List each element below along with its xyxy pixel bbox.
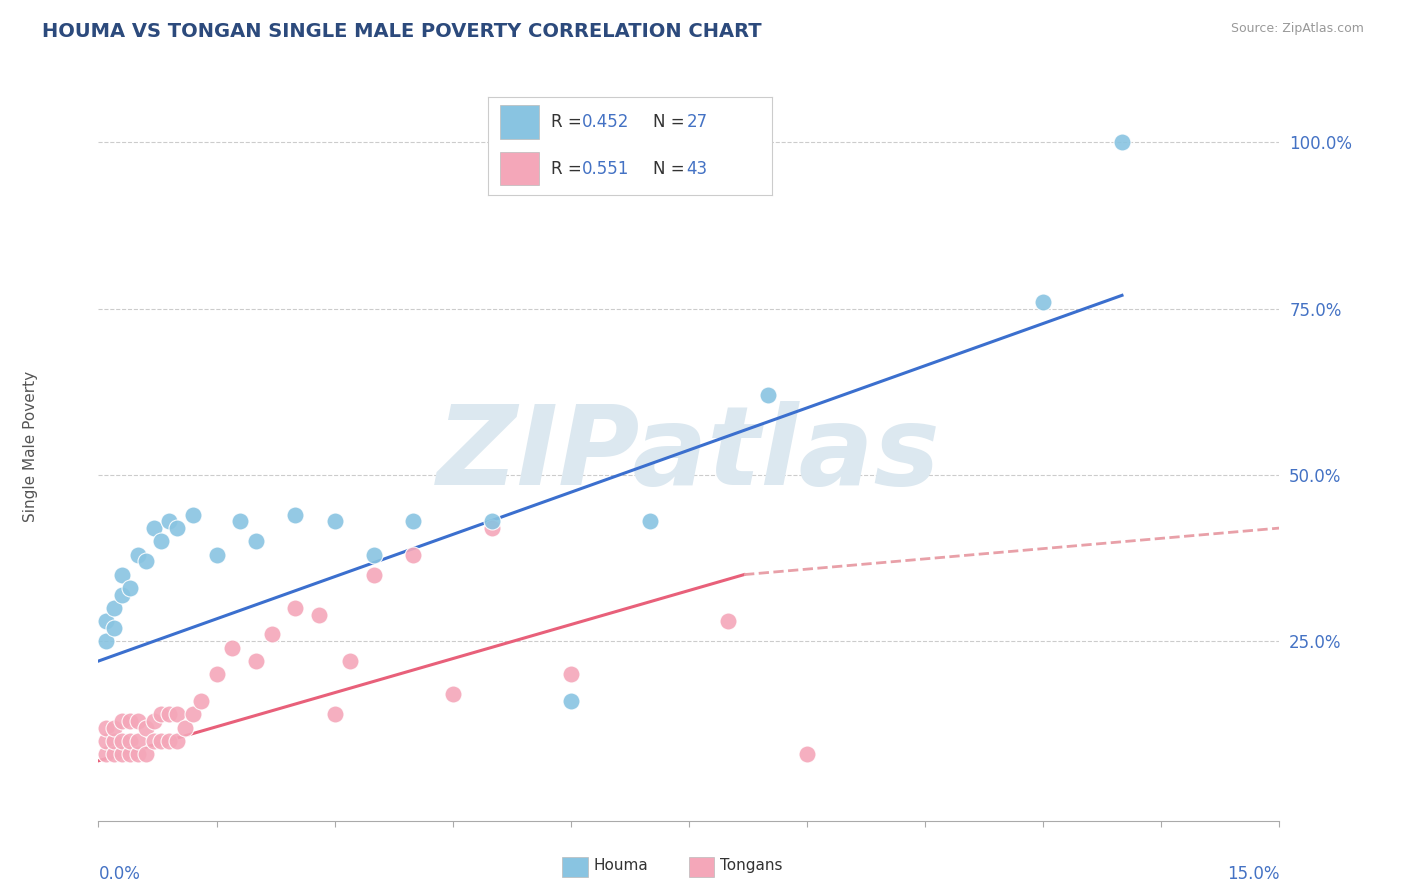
Point (1111, 136, 1133, 150)
Point (96, 614, 118, 628)
Point (135, 747, 157, 761)
Point (560, 667, 582, 681)
Point (127, 714, 149, 728)
Point (103, 747, 125, 761)
Point (135, 721, 157, 735)
Point (323, 515, 346, 529)
Text: Source: ZipAtlas.com: Source: ZipAtlas.com (1230, 22, 1364, 36)
Point (441, 687, 464, 701)
Point (481, 521, 503, 535)
Point (166, 734, 188, 748)
Text: ZIPatlas: ZIPatlas (437, 401, 941, 508)
Point (111, 734, 134, 748)
Point (402, 515, 425, 529)
Point (127, 548, 149, 562)
Point (96, 734, 118, 748)
Text: 0.0%: 0.0% (98, 864, 141, 882)
Point (157, 734, 180, 748)
Point (166, 707, 188, 722)
Point (127, 747, 149, 761)
Text: 15.0%: 15.0% (1227, 864, 1279, 882)
Point (127, 734, 149, 748)
Point (717, 614, 740, 628)
Point (157, 707, 180, 722)
Point (103, 600, 125, 615)
Text: Single Male Poverty: Single Male Poverty (24, 370, 38, 522)
Point (118, 581, 141, 595)
Point (103, 621, 125, 635)
Point (190, 694, 212, 708)
Point (118, 714, 141, 728)
Point (638, 515, 661, 529)
Point (481, 515, 503, 529)
Point (150, 707, 173, 722)
Point (221, 640, 243, 655)
Point (103, 734, 125, 748)
Point (103, 721, 125, 735)
Point (560, 694, 582, 708)
Point (142, 734, 165, 748)
Point (339, 654, 361, 668)
Point (323, 707, 346, 722)
Text: Tongans: Tongans (720, 858, 782, 872)
Point (284, 600, 307, 615)
Point (245, 654, 267, 668)
Point (111, 588, 134, 602)
Point (142, 521, 165, 535)
Point (118, 747, 141, 761)
Point (402, 548, 425, 562)
Point (174, 721, 197, 735)
Point (284, 508, 307, 522)
Point (229, 515, 252, 529)
Point (181, 707, 204, 722)
Text: Houma: Houma (593, 858, 648, 872)
Point (245, 534, 267, 549)
Point (96, 721, 118, 735)
Point (150, 534, 173, 549)
Point (111, 747, 134, 761)
Point (308, 607, 330, 622)
Point (1032, 295, 1054, 310)
Point (111, 714, 134, 728)
Point (96, 634, 118, 648)
Point (166, 521, 188, 535)
Point (181, 508, 204, 522)
Point (363, 567, 385, 582)
Point (756, 388, 779, 402)
Point (142, 714, 165, 728)
Point (150, 734, 173, 748)
Point (157, 515, 180, 529)
Point (796, 747, 818, 761)
Point (260, 627, 283, 641)
Point (118, 734, 141, 748)
Point (135, 554, 157, 568)
Point (111, 567, 134, 582)
Text: HOUMA VS TONGAN SINGLE MALE POVERTY CORRELATION CHART: HOUMA VS TONGAN SINGLE MALE POVERTY CORR… (42, 22, 762, 41)
Point (363, 548, 385, 562)
Point (205, 667, 228, 681)
Point (96, 747, 118, 761)
Point (205, 548, 228, 562)
